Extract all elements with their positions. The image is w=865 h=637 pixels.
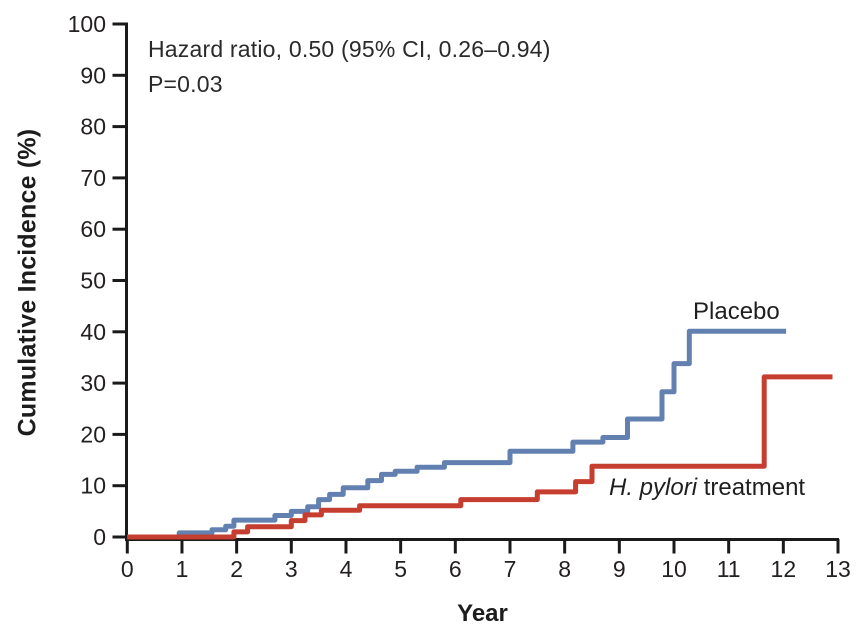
y-tick-label: 20 xyxy=(80,421,106,447)
y-tick-label: 80 xyxy=(80,114,106,140)
y-tick-label: 0 xyxy=(93,524,106,550)
x-tick-label: 7 xyxy=(504,556,517,582)
hpylori-label-rest: treatment xyxy=(697,474,806,501)
hpylori-series-label: H. pylori treatment xyxy=(609,474,805,502)
x-tick-label: 6 xyxy=(449,556,462,582)
x-tick-label: 13 xyxy=(825,556,851,582)
y-tick-label: 90 xyxy=(80,62,106,88)
x-tick-label: 8 xyxy=(558,556,571,582)
y-axis-title: Cumulative Incidence (%) xyxy=(13,128,42,437)
x-tick-label: 10 xyxy=(661,556,687,582)
x-axis-title: Year xyxy=(457,600,508,627)
x-tick-label: 1 xyxy=(176,556,189,582)
y-tick-label: 50 xyxy=(80,268,106,294)
hpylori-curve xyxy=(127,374,833,540)
y-tick-label: 70 xyxy=(80,165,106,191)
hpylori-label-italic: H. pylori xyxy=(609,474,698,501)
x-tick-label: 2 xyxy=(230,556,243,582)
hazard-ratio-text: Hazard ratio, 0.50 (95% CI, 0.26–0.94) xyxy=(148,36,551,62)
x-tick-label: 0 xyxy=(121,556,134,582)
p-value-text: P=0.03 xyxy=(148,71,223,97)
y-tick-label: 100 xyxy=(68,11,106,37)
y-tick-label: 60 xyxy=(80,216,106,242)
x-tick-label: 11 xyxy=(717,556,741,582)
y-tick-label: 10 xyxy=(80,473,106,499)
placebo-curve xyxy=(127,328,787,540)
x-tick-label: 9 xyxy=(613,556,626,582)
x-tick-label: 4 xyxy=(340,556,353,582)
x-tick-label: 5 xyxy=(394,556,407,582)
placebo-series-label: Placebo xyxy=(693,298,780,325)
x-tick-label: 12 xyxy=(771,556,797,582)
hazard-ratio-annotation: Hazard ratio, 0.50 (95% CI, 0.26–0.94) P… xyxy=(148,32,551,102)
x-tick-label: 3 xyxy=(285,556,298,582)
y-tick-label: 40 xyxy=(80,319,106,345)
y-tick-label: 30 xyxy=(80,370,106,396)
